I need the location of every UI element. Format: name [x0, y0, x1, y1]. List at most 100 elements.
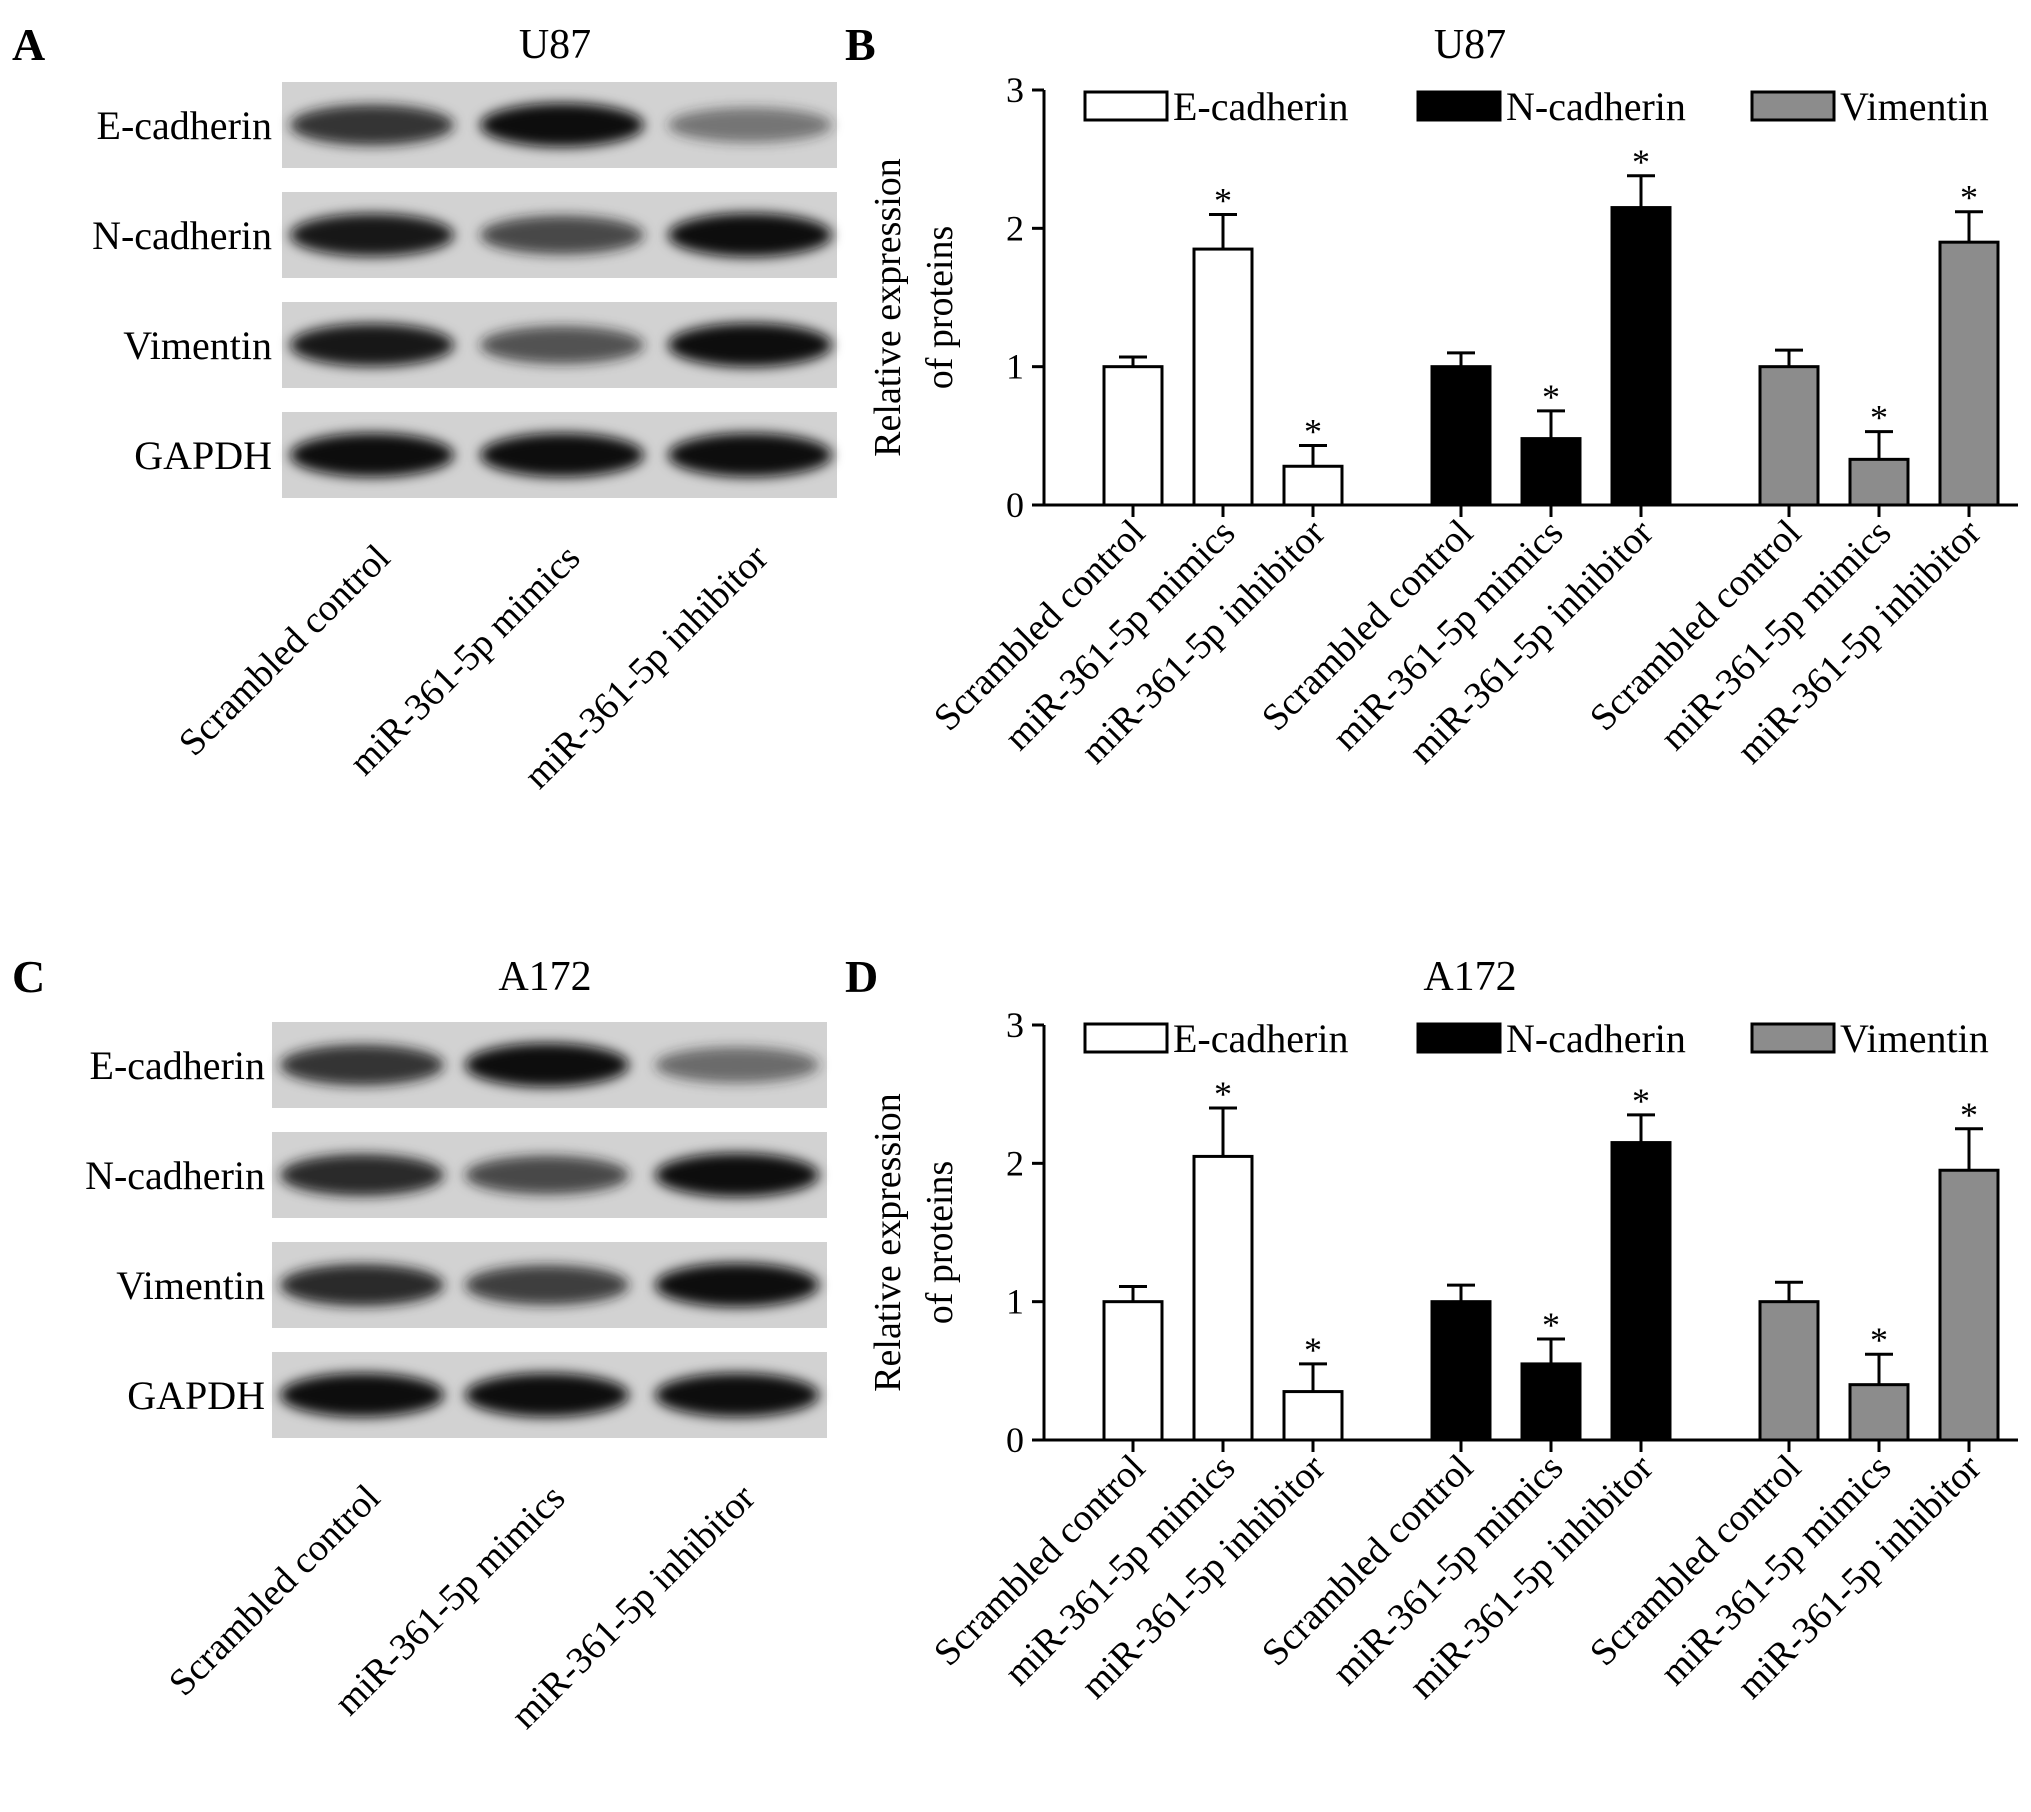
panel-b-title: U87: [1434, 22, 1506, 68]
blot-row-label: N-cadherin: [85, 1153, 265, 1198]
y-tick-label: 1: [1006, 347, 1024, 387]
significance-star: *: [1542, 377, 1560, 417]
bar: [1192, 1154, 1254, 1442]
series-e-cadherin: Scrambled control*miR-361-5p mimics*miR-…: [926, 1074, 1344, 1707]
blot-band: [668, 433, 832, 477]
panel-b-plot-area: 0 1 2 3 Relative expression of proteins E-cadh…: [867, 70, 2018, 772]
bar: [1520, 1362, 1582, 1442]
panel-d-bar-chart: D A172 0 1 2 3 Relative expression of protein…: [845, 951, 2018, 1707]
significance-star: *: [1304, 412, 1322, 452]
y-tick-label: 2: [1006, 208, 1024, 248]
blot-band: [655, 1047, 819, 1083]
blot-a-rows: E-cadherinN-cadherinVimentinGAPDHScrambl…: [92, 82, 837, 797]
panel-b-bar-chart: B U87 0 1 2 3 Relative expression of proteins…: [845, 19, 2018, 772]
y-axis-label: of proteins: [919, 226, 961, 390]
legend-swatch: [1750, 1022, 1836, 1054]
blot-band: [655, 1153, 819, 1197]
bar: [1848, 1383, 1910, 1442]
blot-band: [655, 1373, 819, 1417]
bar: [1430, 1300, 1492, 1442]
legend-swatch: [1416, 1022, 1502, 1054]
significance-star: *: [1870, 1320, 1888, 1360]
blot-row-label: GAPDH: [127, 1373, 265, 1418]
significance-star: *: [1632, 1081, 1650, 1121]
blot-band: [465, 1155, 629, 1195]
legend: E-cadherin N-cadherin Vimentin: [1083, 1016, 1989, 1061]
bar: [1938, 240, 2000, 507]
bar: [1282, 464, 1344, 507]
blot-band: [290, 323, 454, 367]
panel-c-title: A172: [498, 954, 591, 1000]
blot-band: [280, 1373, 444, 1417]
panel-a-title: U87: [519, 22, 591, 68]
legend-label: N-cadherin: [1506, 84, 1686, 129]
blot-row-gapdh: GAPDH: [134, 412, 837, 498]
legend: E-cadherin N-cadherin Vimentin: [1083, 84, 1989, 129]
panel-letter-a: A: [12, 19, 45, 70]
blot-row-label: E-cadherin: [90, 1043, 265, 1088]
blot-band: [465, 1373, 629, 1417]
blot-row-label: Vimentin: [123, 323, 272, 368]
legend-swatch: [1416, 90, 1502, 122]
legend-label: E-cadherin: [1173, 1016, 1348, 1061]
blot-band: [290, 104, 454, 146]
blot-band: [290, 433, 454, 477]
blot-band: [480, 215, 644, 255]
significance-star: *: [1632, 142, 1650, 182]
blot-row-vimentin: Vimentin: [116, 1242, 827, 1328]
bar: [1430, 365, 1492, 507]
bar: [1610, 1141, 1672, 1442]
significance-star: *: [1960, 178, 1978, 218]
blot-band: [668, 107, 832, 143]
blot-band: [280, 1154, 444, 1196]
legend-label: Vimentin: [1840, 1016, 1989, 1061]
y-tick-label: 1: [1006, 1282, 1024, 1322]
blot-row-gapdh: GAPDH: [127, 1352, 827, 1438]
blot-band: [280, 1264, 444, 1306]
legend-swatch: [1083, 1022, 1169, 1054]
blot-row-label: Vimentin: [116, 1263, 265, 1308]
panel-a-western-blot: A U87 E-cadherinN-cadherinVimentinGAPDHS…: [12, 19, 837, 797]
panel-c-western-blot: C A172 E-cadherin N-cadherin Vimentin GAPDH…: [12, 951, 827, 1737]
y-axis-label: Relative expression: [867, 158, 909, 457]
blot-band: [465, 1043, 629, 1087]
bar: [1520, 437, 1582, 507]
bar: [1758, 365, 1820, 507]
y-tick-label: 3: [1006, 1005, 1024, 1045]
blot-band: [480, 433, 644, 477]
bar: [1610, 206, 1672, 507]
panel-d-plot-area: 0 1 2 3 Relative expression of proteins E-cadh…: [867, 1005, 2018, 1707]
y-tick-label: 0: [1006, 485, 1024, 525]
y-axis-label: of proteins: [919, 1161, 961, 1325]
legend-swatch: [1750, 90, 1836, 122]
bar: [1102, 365, 1164, 507]
blot-band: [290, 213, 454, 257]
bar: [1102, 1300, 1164, 1442]
bar: [1758, 1300, 1820, 1442]
panel-letter-d: D: [845, 951, 878, 1002]
panel-d-title: A172: [1423, 954, 1516, 1000]
blot-row-e-cadherin: E-cadherin: [90, 1022, 827, 1108]
blot-c-rows: E-cadherinN-cadherinVimentinGAPDHScrambl…: [85, 1022, 827, 1737]
blot-band: [480, 326, 644, 364]
legend-label: E-cadherin: [1173, 84, 1348, 129]
series-n-cadherin: Scrambled control*miR-361-5p mimics*miR-…: [1254, 142, 1672, 772]
significance-star: *: [1214, 181, 1232, 221]
y-tick-label: 0: [1006, 1420, 1024, 1460]
legend-swatch: [1083, 90, 1169, 122]
blot-row-vimentin: Vimentin: [123, 302, 837, 388]
blot-row-n-cadherin: N-cadherin: [85, 1132, 827, 1218]
legend-label: Vimentin: [1840, 84, 1989, 129]
significance-star: *: [1542, 1305, 1560, 1345]
panel-letter-b: B: [845, 19, 876, 70]
bar: [1192, 247, 1254, 507]
y-axis-label: Relative expression: [867, 1093, 909, 1392]
panel-letter-c: C: [12, 951, 45, 1002]
blot-band: [668, 323, 832, 367]
blot-row-label: E-cadherin: [97, 103, 272, 148]
significance-star: *: [1214, 1074, 1232, 1114]
significance-star: *: [1870, 398, 1888, 438]
series-n-cadherin: Scrambled control*miR-361-5p mimics*miR-…: [1254, 1081, 1672, 1707]
blot-row-n-cadherin: N-cadherin: [92, 192, 837, 278]
